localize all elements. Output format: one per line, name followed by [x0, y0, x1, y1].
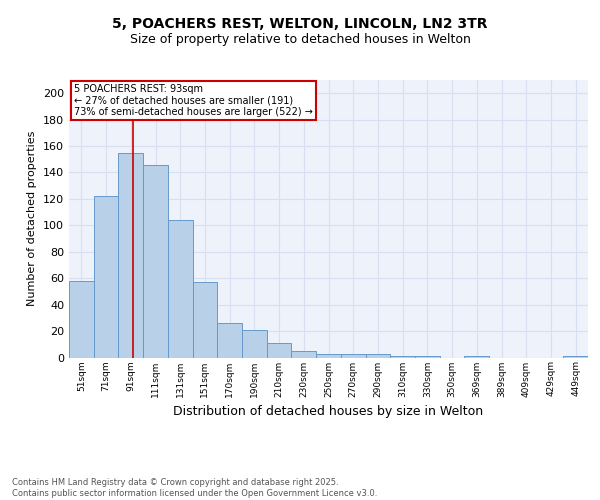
- Bar: [365, 354, 390, 358]
- Bar: [217, 323, 242, 358]
- Bar: [316, 354, 341, 358]
- Text: 5, POACHERS REST, WELTON, LINCOLN, LN2 3TR: 5, POACHERS REST, WELTON, LINCOLN, LN2 3…: [112, 18, 488, 32]
- Bar: [464, 356, 489, 358]
- Bar: [341, 354, 365, 358]
- Bar: [292, 351, 316, 358]
- Bar: [267, 343, 292, 357]
- Bar: [390, 356, 415, 358]
- Bar: [94, 196, 118, 358]
- Bar: [168, 220, 193, 358]
- Bar: [69, 281, 94, 357]
- Text: Size of property relative to detached houses in Welton: Size of property relative to detached ho…: [130, 32, 470, 46]
- Bar: [118, 152, 143, 358]
- Bar: [143, 164, 168, 358]
- Bar: [563, 356, 588, 358]
- Bar: [415, 356, 440, 358]
- Text: Contains HM Land Registry data © Crown copyright and database right 2025.
Contai: Contains HM Land Registry data © Crown c…: [12, 478, 377, 498]
- Bar: [242, 330, 267, 357]
- Bar: [193, 282, 217, 358]
- Y-axis label: Number of detached properties: Number of detached properties: [28, 131, 37, 306]
- Text: 5 POACHERS REST: 93sqm
← 27% of detached houses are smaller (191)
73% of semi-de: 5 POACHERS REST: 93sqm ← 27% of detached…: [74, 84, 313, 117]
- X-axis label: Distribution of detached houses by size in Welton: Distribution of detached houses by size …: [173, 405, 484, 418]
